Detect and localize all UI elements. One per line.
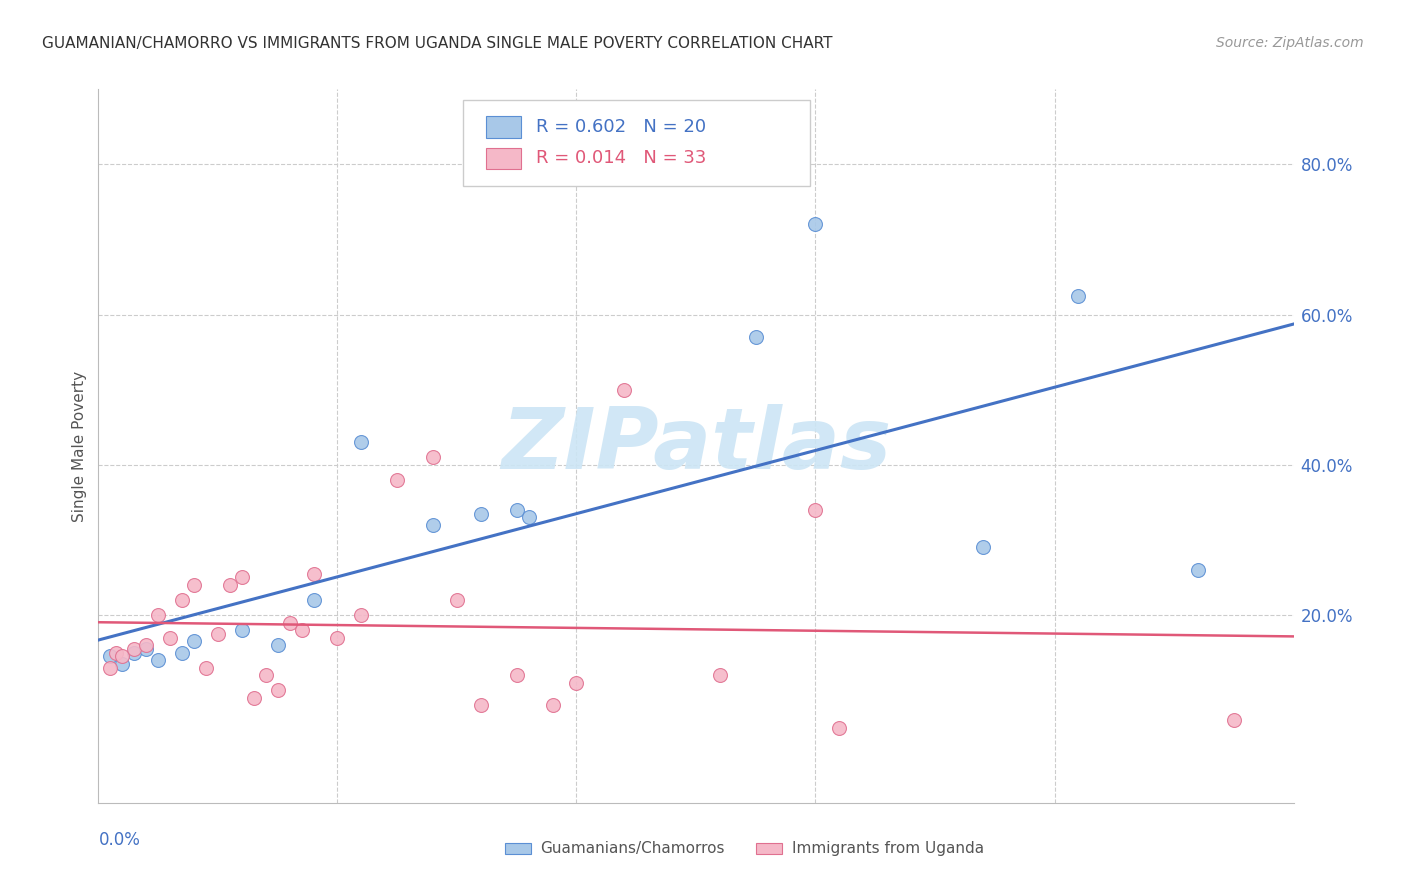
Point bbox=[135, 641, 157, 656]
Point bbox=[172, 593, 194, 607]
FancyBboxPatch shape bbox=[756, 843, 782, 855]
Point bbox=[124, 641, 146, 656]
Point bbox=[804, 218, 827, 232]
Point bbox=[828, 721, 851, 735]
Point bbox=[148, 653, 170, 667]
Point bbox=[506, 503, 529, 517]
Point bbox=[1223, 713, 1246, 727]
Point bbox=[111, 657, 134, 671]
Point bbox=[541, 698, 564, 713]
Point bbox=[1067, 289, 1090, 303]
Point bbox=[1187, 563, 1209, 577]
Text: 0.0%: 0.0% bbox=[98, 831, 141, 849]
Text: Guamanians/Chamorros: Guamanians/Chamorros bbox=[541, 841, 725, 856]
Point bbox=[291, 623, 314, 637]
Point bbox=[745, 330, 768, 344]
Point bbox=[385, 473, 409, 487]
Point bbox=[302, 566, 325, 581]
Point bbox=[517, 510, 540, 524]
Point bbox=[183, 634, 205, 648]
Point bbox=[231, 623, 253, 637]
Point bbox=[446, 593, 468, 607]
Point bbox=[709, 668, 731, 682]
Point bbox=[254, 668, 277, 682]
Point bbox=[219, 578, 242, 592]
Point bbox=[350, 435, 373, 450]
Point bbox=[470, 698, 492, 713]
Point bbox=[98, 649, 122, 664]
Point bbox=[231, 570, 253, 584]
FancyBboxPatch shape bbox=[505, 843, 531, 855]
Point bbox=[278, 615, 301, 630]
Point bbox=[267, 683, 290, 698]
Point bbox=[148, 607, 170, 622]
Point bbox=[98, 660, 122, 674]
Point bbox=[972, 541, 994, 555]
Point bbox=[124, 646, 146, 660]
FancyBboxPatch shape bbox=[485, 148, 522, 169]
Y-axis label: Single Male Poverty: Single Male Poverty bbox=[72, 370, 87, 522]
Point bbox=[207, 627, 229, 641]
Point bbox=[326, 631, 349, 645]
Point bbox=[565, 675, 588, 690]
Point bbox=[105, 646, 128, 660]
Text: R = 0.014   N = 33: R = 0.014 N = 33 bbox=[536, 150, 706, 168]
FancyBboxPatch shape bbox=[463, 100, 810, 186]
Point bbox=[613, 383, 636, 397]
Text: GUAMANIAN/CHAMORRO VS IMMIGRANTS FROM UGANDA SINGLE MALE POVERTY CORRELATION CHA: GUAMANIAN/CHAMORRO VS IMMIGRANTS FROM UG… bbox=[42, 36, 832, 51]
Point bbox=[111, 649, 134, 664]
Text: R = 0.602   N = 20: R = 0.602 N = 20 bbox=[536, 118, 706, 136]
Point bbox=[243, 690, 266, 705]
Point bbox=[422, 517, 444, 532]
Point bbox=[135, 638, 157, 652]
Point bbox=[302, 593, 325, 607]
Point bbox=[470, 507, 492, 521]
FancyBboxPatch shape bbox=[485, 116, 522, 137]
Point bbox=[172, 646, 194, 660]
Point bbox=[159, 631, 181, 645]
Text: Source: ZipAtlas.com: Source: ZipAtlas.com bbox=[1216, 36, 1364, 50]
Point bbox=[195, 660, 218, 674]
Point bbox=[267, 638, 290, 652]
Point bbox=[183, 578, 205, 592]
Point bbox=[422, 450, 444, 465]
Point bbox=[350, 607, 373, 622]
Text: ZIPatlas: ZIPatlas bbox=[501, 404, 891, 488]
Point bbox=[506, 668, 529, 682]
Point bbox=[804, 503, 827, 517]
Text: Immigrants from Uganda: Immigrants from Uganda bbox=[792, 841, 984, 856]
